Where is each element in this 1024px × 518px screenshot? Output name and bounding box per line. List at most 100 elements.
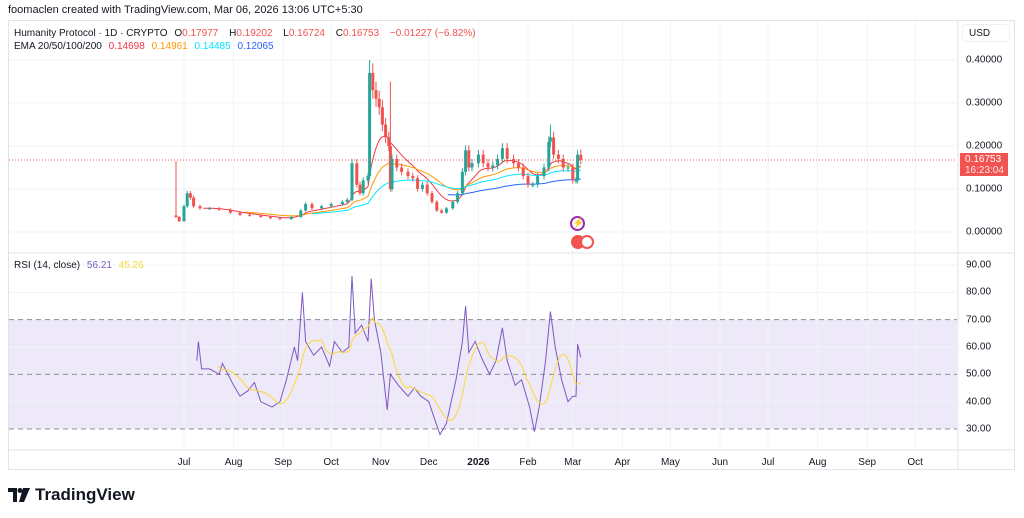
candle-body bbox=[217, 208, 221, 210]
time-tick-label: Aug bbox=[808, 457, 827, 468]
candle-body bbox=[388, 146, 392, 189]
price-tick-label: 0.00000 bbox=[966, 226, 1003, 238]
rsi-ma-value: 45.26 bbox=[118, 260, 144, 271]
ema-label[interactable]: EMA 20/50/100/200 bbox=[14, 41, 102, 52]
candle-body bbox=[526, 176, 530, 185]
candle-body bbox=[371, 72, 375, 91]
candle-body bbox=[350, 163, 354, 200]
time-tick-label: Oct bbox=[907, 457, 923, 468]
ema200-value: 0.12065 bbox=[237, 41, 274, 52]
candle-body bbox=[552, 137, 556, 155]
ema20-line bbox=[203, 135, 582, 219]
candle-body bbox=[496, 158, 500, 166]
candle-body bbox=[505, 148, 509, 159]
rsi-line bbox=[196, 275, 582, 436]
candle-body bbox=[192, 197, 196, 207]
high-label: H bbox=[229, 28, 237, 39]
rsi-band bbox=[9, 319, 957, 429]
price-tick-label: 0.10000 bbox=[966, 183, 1003, 195]
open-value: 0.17977 bbox=[182, 28, 219, 39]
candle-body bbox=[310, 204, 314, 209]
time-tick-label: Apr bbox=[614, 457, 631, 468]
ema50-value: 0.14961 bbox=[151, 41, 188, 52]
tradingview-logo[interactable]: TradingView bbox=[8, 485, 135, 505]
candle-body bbox=[387, 137, 391, 146]
time-tick-label: Jul bbox=[761, 457, 775, 468]
candle-body bbox=[390, 158, 394, 189]
candle-body bbox=[481, 154, 485, 164]
candle-body bbox=[416, 178, 420, 189]
bar-countdown: 16:23:04 bbox=[965, 165, 1004, 176]
ema50-line bbox=[244, 162, 581, 217]
candle-body bbox=[368, 72, 372, 177]
candle-body bbox=[579, 154, 583, 160]
candle-body bbox=[268, 216, 272, 219]
candle-body bbox=[444, 208, 448, 213]
candle-body bbox=[440, 210, 444, 213]
candle-body bbox=[299, 210, 303, 217]
candle-body bbox=[516, 163, 520, 168]
rsi-tick-label: 90.00 bbox=[966, 259, 992, 271]
candle-body bbox=[451, 201, 455, 209]
time-tick-label: Nov bbox=[371, 457, 390, 468]
lightning-event-icon[interactable]: ⚡ bbox=[570, 216, 585, 231]
rsi-tick-label: 80.00 bbox=[966, 286, 992, 298]
us-flag-event-icon-2[interactable] bbox=[580, 235, 594, 249]
last-price-label: 0.16753 16:23:04 bbox=[960, 153, 1008, 176]
time-tick-label: 2026 bbox=[467, 457, 490, 468]
low-label: L bbox=[283, 28, 289, 39]
candle-body bbox=[238, 212, 242, 215]
candle-body bbox=[486, 163, 490, 168]
candle-body bbox=[491, 165, 495, 168]
candle-body bbox=[320, 206, 324, 209]
price-tick-label: 0.30000 bbox=[966, 97, 1003, 109]
time-tick-label: Mar bbox=[564, 457, 582, 468]
time-tick-label: Feb bbox=[519, 457, 537, 468]
candle-body bbox=[406, 171, 410, 177]
ema100-line bbox=[311, 170, 581, 215]
candle-body bbox=[208, 208, 212, 210]
rsi-tick-label: 30.00 bbox=[966, 423, 992, 435]
candle-body bbox=[411, 176, 415, 179]
candle-body bbox=[228, 209, 232, 213]
candle-body bbox=[574, 180, 578, 182]
candle-body bbox=[435, 201, 439, 211]
price-tick-label: 0.20000 bbox=[966, 140, 1003, 152]
candle-body bbox=[380, 107, 384, 125]
candle-body bbox=[536, 176, 540, 185]
symbol-title[interactable]: Humanity Protocol · 1D · CRYPTO bbox=[14, 28, 168, 39]
candle-body bbox=[561, 158, 565, 168]
candle-body bbox=[476, 154, 480, 164]
close-value: 0.16753 bbox=[342, 28, 380, 39]
candle-body bbox=[500, 148, 504, 159]
candle-body bbox=[366, 176, 370, 181]
rsi-tick-label: 70.00 bbox=[966, 314, 992, 326]
currency-button[interactable]: USD bbox=[962, 24, 1010, 42]
candle-body bbox=[425, 184, 429, 194]
candle-body bbox=[361, 180, 365, 194]
candle-body bbox=[467, 150, 471, 168]
candle-body bbox=[400, 167, 404, 172]
rsi-label[interactable]: RSI (14, close) bbox=[14, 260, 81, 271]
candle-body bbox=[174, 215, 178, 217]
candle-body bbox=[358, 184, 362, 194]
candle-body bbox=[345, 199, 349, 202]
candle-body bbox=[542, 167, 546, 177]
change-value: −0.01227 (−6.82%) bbox=[389, 28, 476, 39]
candle-body bbox=[384, 124, 388, 138]
candle-body bbox=[420, 184, 424, 189]
price-tick-label: 0.40000 bbox=[966, 54, 1003, 66]
candle-body bbox=[198, 206, 202, 209]
candle-body bbox=[576, 154, 580, 181]
candle-body bbox=[289, 216, 293, 220]
candle-body bbox=[185, 193, 189, 207]
candle-body bbox=[512, 158, 516, 164]
candle-body bbox=[374, 90, 378, 99]
candle-body bbox=[430, 193, 434, 202]
candle-body bbox=[547, 141, 551, 168]
rsi-tick-label: 40.00 bbox=[966, 396, 992, 408]
rsi-value: 56.21 bbox=[86, 260, 112, 271]
candle-body bbox=[355, 163, 359, 185]
brand-name: TradingView bbox=[35, 485, 135, 504]
